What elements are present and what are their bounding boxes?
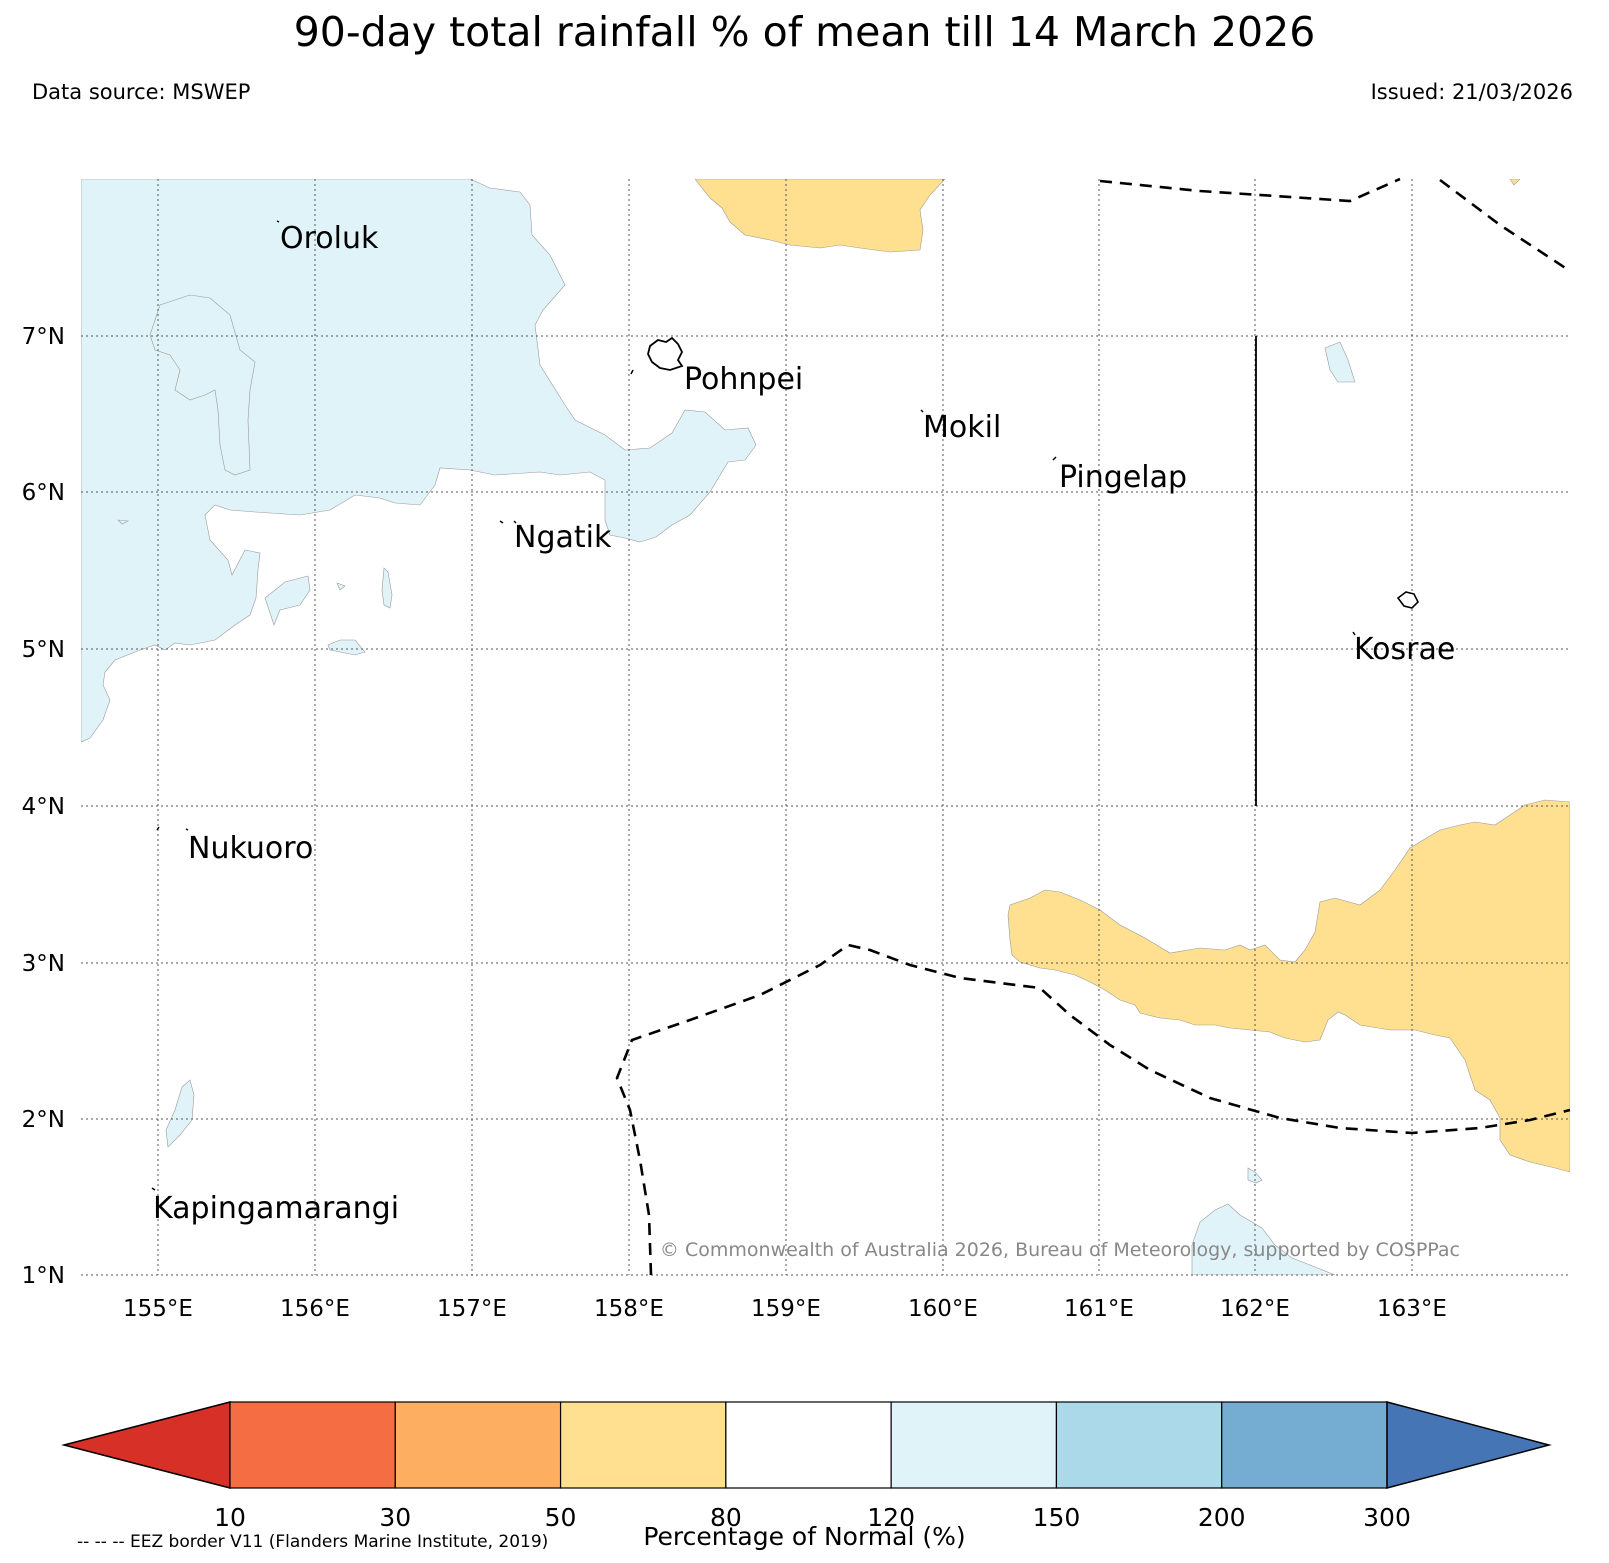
lon-label: 157°E [437, 1296, 507, 1322]
place-labels: Oroluk Pohnpei Mokil Pingelap Ngatik Kos… [153, 221, 1455, 1226]
colorbar-segment [229, 1401, 396, 1489]
colorbar-tick-label: 200 [1198, 1503, 1246, 1532]
lon-label: 161°E [1064, 1296, 1134, 1322]
lat-label: 6°N [22, 480, 65, 506]
lon-label: 162°E [1220, 1296, 1290, 1322]
map-title: 90-day total rainfall % of mean till 14 … [293, 8, 1316, 56]
place-label-mokil: Mokil [923, 410, 1001, 445]
colorbar-tick-label: 150 [1033, 1503, 1081, 1532]
region-above-normal-blob [117, 519, 130, 525]
place-label-nukuoro: Nukuoro [188, 831, 313, 866]
region-below-normal-north [694, 179, 946, 253]
lat-label: 1°N [22, 1263, 65, 1289]
colorbar-tick-label: 10 [214, 1503, 246, 1532]
eez-border [615, 177, 1571, 1276]
region-above-normal-blob [336, 582, 346, 591]
lat-label: 4°N [22, 794, 65, 820]
region-above-normal-blob [327, 639, 366, 656]
colorbar-segment [1221, 1401, 1388, 1489]
place-label-oroluk: Oroluk [280, 221, 379, 256]
colorbar-segment [1055, 1401, 1223, 1489]
place-label-kapingamarangi: Kapingamarangi [153, 1191, 399, 1226]
colorbar-tick-label: 120 [867, 1503, 915, 1532]
issued-date-label: Issued: 21/03/2026 [1370, 80, 1573, 104]
latitude-labels: 7°N 6°N 5°N 4°N 3°N 2°N 1°N [22, 324, 65, 1289]
region-below-normal-southeast [1007, 799, 1570, 1173]
lat-label: 2°N [22, 1107, 65, 1133]
colorbar-tick-label: 50 [545, 1503, 577, 1532]
pohnpei-island-icon [647, 336, 684, 371]
colorbar: 10 30 50 80 120 150 200 300 [61, 1401, 1552, 1532]
colorbar-segment [559, 1401, 727, 1489]
data-source-label: Data source: MSWEP [32, 80, 251, 104]
colorbar-tick-label: 300 [1363, 1503, 1411, 1532]
colorbar-extend-low [61, 1401, 231, 1489]
lat-label: 5°N [22, 637, 65, 663]
lon-label: 156°E [280, 1296, 350, 1322]
kosrae-island-icon [1396, 591, 1419, 609]
colorbar-segment [725, 1401, 892, 1489]
colorbar-tick-label: 30 [379, 1503, 411, 1532]
region-above-normal-south [1191, 1203, 1336, 1275]
graticule [81, 179, 1570, 1276]
lon-label: 158°E [594, 1296, 664, 1322]
lon-label: 159°E [751, 1296, 821, 1322]
region-above-normal-northwest [81, 179, 757, 743]
region-above-normal-blob [1324, 341, 1356, 383]
copyright-credit: © Commonwealth of Australia 2026, Bureau… [660, 1239, 1460, 1261]
colorbar-tick-label: 80 [710, 1503, 742, 1532]
eez-legend-note: -- -- -- EEZ border V11 (Flanders Marine… [77, 1532, 549, 1552]
place-label-kosrae: Kosrae [1354, 632, 1455, 667]
colorbar-segment [890, 1401, 1058, 1489]
lon-label: 163°E [1377, 1296, 1447, 1322]
region-above-normal-blob [381, 567, 393, 609]
place-label-ngatik: Ngatik [514, 520, 612, 555]
region-above-normal-blob [264, 575, 311, 626]
lat-label: 7°N [22, 324, 65, 350]
lon-label: 160°E [908, 1296, 978, 1322]
colorbar-extend-high [1386, 1401, 1552, 1489]
colorbar-segment [394, 1401, 562, 1489]
place-label-pohnpei: Pohnpei [684, 362, 803, 397]
atoll-marks [151, 220, 1356, 1191]
region-above-normal-blob [165, 1079, 195, 1148]
longitude-labels: 155°E 156°E 157°E 158°E 159°E 160°E 161°… [123, 1296, 1447, 1322]
lat-label: 3°N [22, 951, 65, 977]
place-label-pingelap: Pingelap [1059, 460, 1187, 495]
region-below-normal-corner [1509, 179, 1521, 186]
lon-label: 155°E [123, 1296, 193, 1322]
colorbar-title: Percentage of Normal (%) [643, 1522, 966, 1551]
